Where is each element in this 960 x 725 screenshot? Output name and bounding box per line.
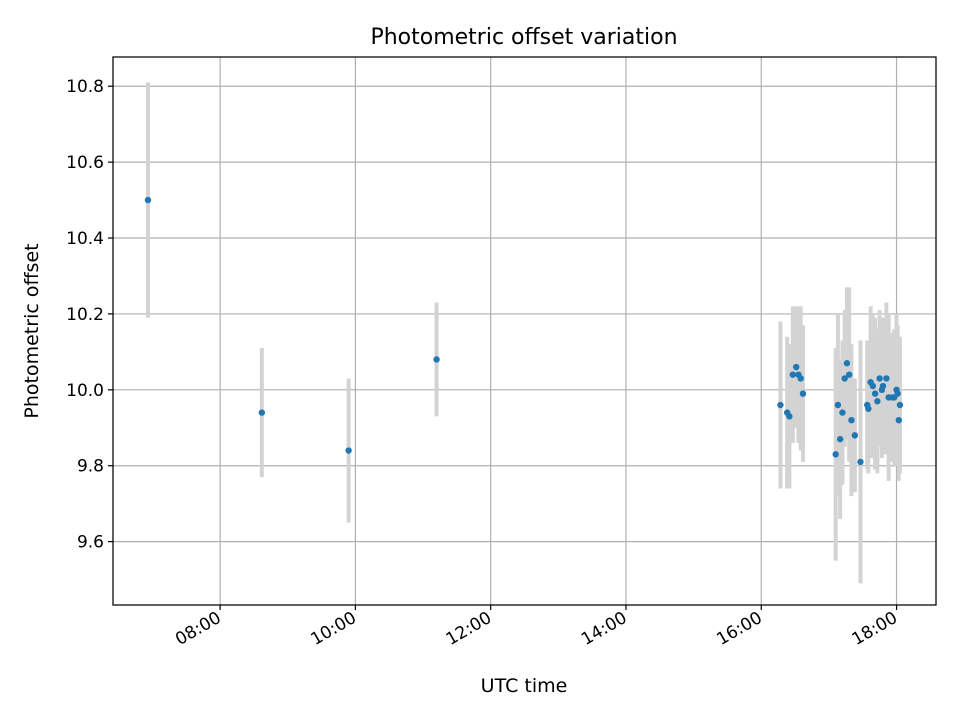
data-point	[896, 401, 904, 409]
data-point	[857, 458, 864, 466]
data-point	[883, 375, 890, 382]
data-point	[786, 413, 793, 420]
y-tick-label: 10.6	[66, 153, 104, 173]
data-point	[836, 435, 844, 443]
data-point	[797, 375, 804, 382]
data-point	[869, 382, 877, 390]
data-point	[777, 401, 784, 409]
data-point	[789, 371, 797, 378]
plot-area-frame	[112, 56, 937, 606]
data-point	[848, 416, 855, 424]
y-tick-label: 10.8	[66, 77, 104, 97]
data-point	[845, 371, 853, 378]
data-point	[345, 447, 352, 454]
chart-title: Photometric offset variation	[370, 25, 677, 50]
data-point	[876, 375, 883, 382]
data-point	[258, 409, 266, 416]
data-point	[874, 398, 881, 405]
data-point	[871, 390, 879, 397]
x-axis-label: UTC time	[481, 675, 568, 697]
data-point	[895, 416, 902, 424]
y-tick-label: 10.0	[66, 381, 104, 401]
data-point	[793, 363, 800, 371]
data-point	[843, 360, 851, 367]
data-point	[839, 409, 846, 416]
data-point	[879, 382, 887, 390]
data-point	[433, 356, 440, 363]
data-point	[894, 390, 901, 397]
point-layer	[144, 196, 904, 466]
y-tick-label: 10.4	[66, 229, 104, 249]
data-point	[144, 196, 152, 204]
y-axis-label: Photometric offset	[21, 243, 43, 418]
data-point	[832, 451, 839, 458]
data-point	[851, 432, 859, 439]
y-tick-label: 10.2	[66, 305, 104, 325]
data-point	[834, 401, 842, 409]
data-point	[865, 405, 872, 412]
data-point	[799, 390, 807, 397]
y-tick-label: 9.6	[77, 533, 104, 553]
y-tick-label: 9.8	[77, 457, 104, 477]
data-point	[841, 375, 848, 382]
